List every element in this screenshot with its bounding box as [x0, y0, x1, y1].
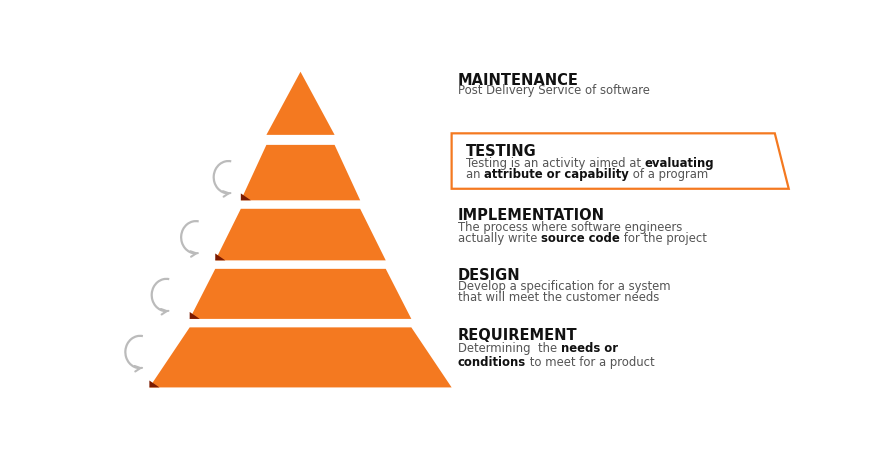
Text: needs or: needs or: [561, 343, 618, 356]
Text: an: an: [466, 168, 484, 181]
Text: TESTING: TESTING: [466, 144, 536, 159]
Polygon shape: [189, 312, 200, 319]
Polygon shape: [150, 381, 159, 388]
Polygon shape: [241, 194, 251, 200]
Text: evaluating: evaluating: [644, 157, 714, 170]
Polygon shape: [241, 145, 360, 200]
Polygon shape: [451, 133, 789, 189]
Text: source code: source code: [541, 232, 620, 244]
Polygon shape: [189, 269, 412, 319]
Polygon shape: [266, 72, 335, 135]
Text: Determining  the: Determining the: [458, 343, 561, 356]
Text: Testing is an activity aimed at: Testing is an activity aimed at: [466, 157, 644, 170]
Text: attribute or capability: attribute or capability: [484, 168, 628, 181]
Polygon shape: [215, 209, 386, 260]
Text: Post Delivery Service of software: Post Delivery Service of software: [458, 84, 650, 97]
Polygon shape: [215, 253, 226, 260]
Text: to meet for a product: to meet for a product: [526, 356, 655, 369]
Text: that will meet the customer needs: that will meet the customer needs: [458, 291, 659, 304]
Text: The process where software engineers: The process where software engineers: [458, 221, 682, 234]
Text: conditions: conditions: [458, 356, 526, 369]
Text: IMPLEMENTATION: IMPLEMENTATION: [458, 208, 604, 223]
Text: of a program: of a program: [628, 168, 708, 181]
Text: DESIGN: DESIGN: [458, 268, 520, 283]
Text: MAINTENANCE: MAINTENANCE: [458, 73, 579, 88]
Text: for the project: for the project: [620, 232, 706, 244]
Polygon shape: [150, 327, 451, 388]
Text: actually write: actually write: [458, 232, 541, 244]
Text: Develop a specification for a system: Develop a specification for a system: [458, 280, 671, 293]
Text: REQUIREMENT: REQUIREMENT: [458, 327, 577, 343]
